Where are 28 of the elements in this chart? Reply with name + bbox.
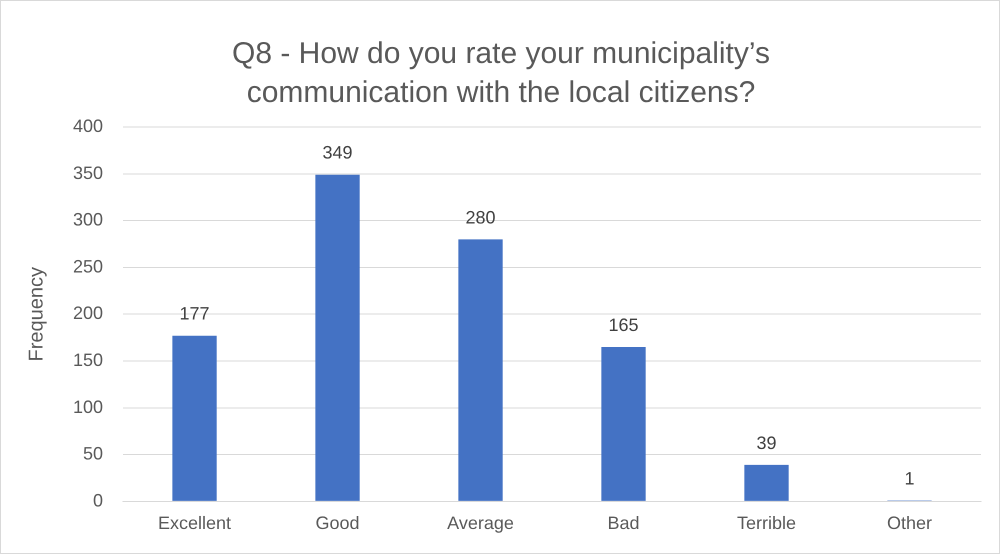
data-label: 1 — [904, 468, 915, 488]
y-tick-label: 300 — [72, 210, 104, 230]
bar — [458, 239, 503, 501]
data-label: 177 — [180, 304, 210, 324]
y-tick-label: 250 — [72, 256, 104, 276]
data-label: 39 — [756, 432, 777, 453]
y-tick-label: 200 — [72, 303, 104, 324]
x-tick-label: Excellent — [158, 513, 232, 534]
bar — [172, 336, 217, 501]
bar — [744, 464, 789, 501]
y-tick-label: 150 — [72, 350, 104, 370]
x-tick-label: Terrible — [736, 513, 796, 534]
data-label: 349 — [322, 142, 353, 163]
y-tick-label: 100 — [72, 396, 104, 417]
x-tick-label: Good — [316, 513, 360, 534]
data-label: 165 — [608, 314, 639, 335]
y-tick-label: 50 — [83, 444, 104, 464]
bar — [315, 174, 360, 501]
bar — [601, 346, 646, 501]
chart-title: Q8 - How do you rate your municipality’s communication with the local citizens? — [232, 36, 770, 109]
x-tick-label: Average — [447, 513, 514, 534]
data-label: 280 — [465, 207, 496, 228]
y-axis-title: Frequency — [26, 266, 48, 362]
x-tick-label: Bad — [608, 513, 640, 534]
y-tick-label: 0 — [93, 490, 104, 510]
y-tick-label: 350 — [72, 162, 104, 183]
y-tick-label: 400 — [72, 116, 104, 136]
x-tick-label: Other — [886, 513, 932, 534]
